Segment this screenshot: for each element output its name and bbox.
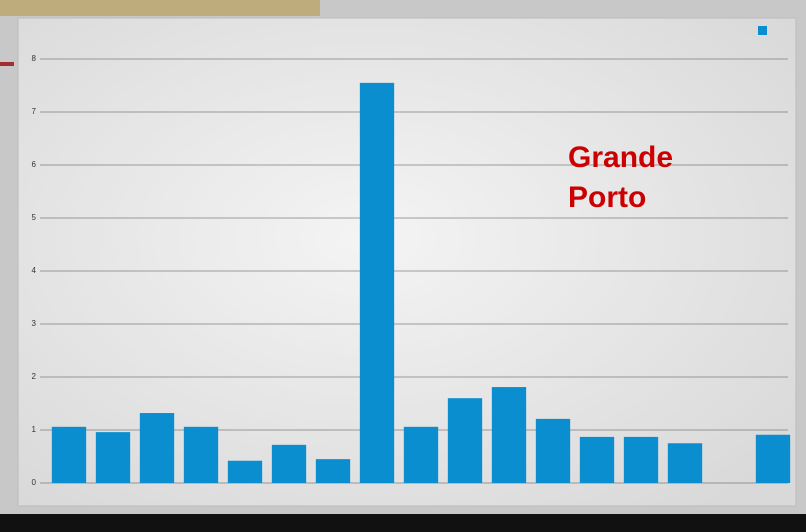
y-tick-label: 3: [32, 319, 37, 328]
bar: [667, 443, 703, 483]
footer-bar: [0, 514, 806, 532]
y-tick-label: 0: [32, 478, 37, 487]
bar: [491, 387, 527, 483]
bar: [51, 426, 87, 483]
bar: [447, 398, 483, 483]
y-tick-label: 4: [32, 266, 37, 275]
y-tick-label: 8: [32, 54, 37, 63]
bar: [623, 436, 659, 483]
annotation: Grande Porto: [568, 141, 674, 214]
bar: [403, 426, 439, 483]
bar: [183, 426, 219, 483]
bar: [271, 444, 307, 483]
bar: [315, 459, 351, 483]
y-tick-label: 2: [32, 372, 37, 381]
accent: [0, 62, 14, 66]
bar: [95, 432, 131, 483]
legend-swatch: [758, 26, 767, 35]
bar: [755, 434, 791, 483]
bar: [579, 436, 615, 483]
y-tick-label: 7: [32, 107, 37, 116]
bar: [227, 460, 263, 483]
y-tick-label: 1: [32, 425, 37, 434]
header-strip: [0, 0, 320, 16]
bar: [535, 418, 571, 483]
y-tick-label: 5: [32, 213, 37, 222]
bar: [139, 413, 175, 483]
bar: [359, 82, 395, 483]
y-tick-label: 6: [32, 160, 37, 169]
